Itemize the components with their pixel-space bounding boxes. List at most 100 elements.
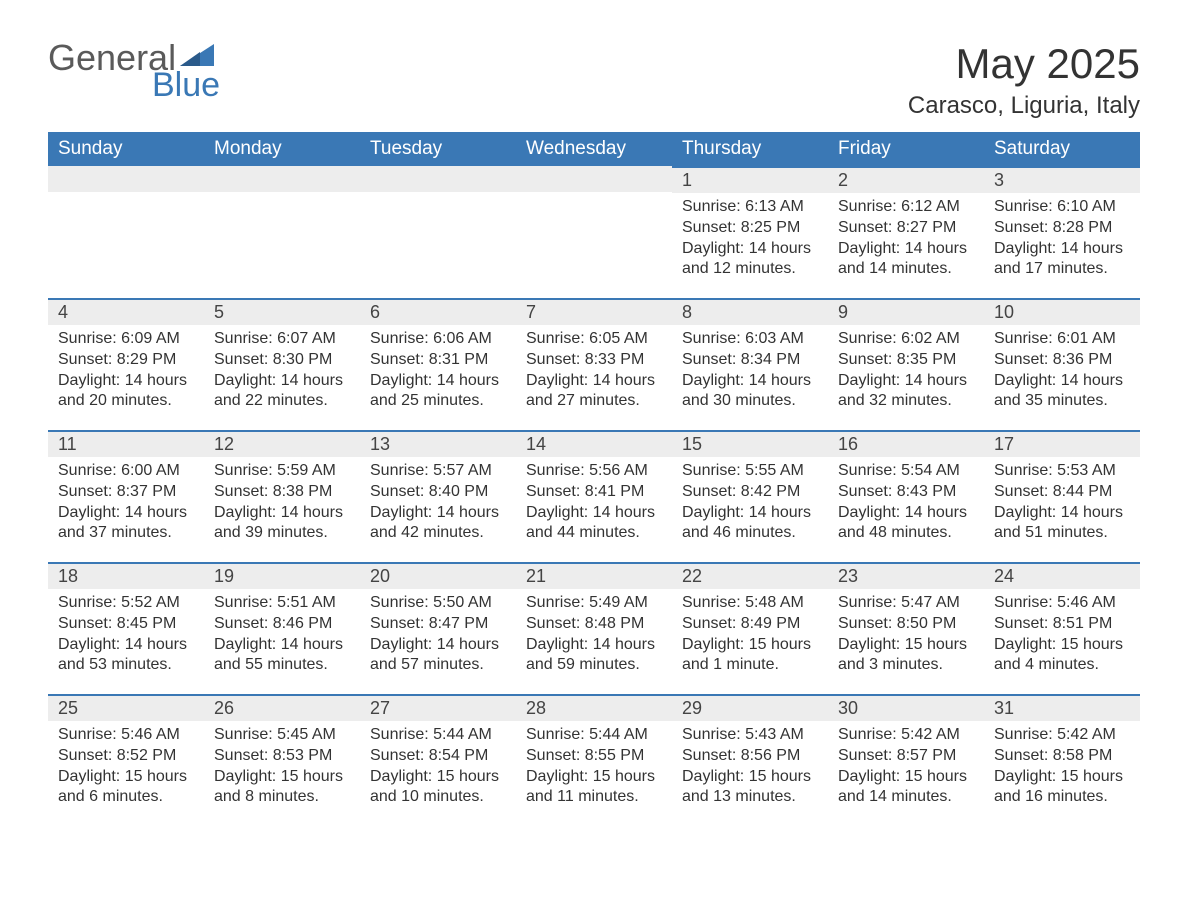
calendar-week-row: 11Sunrise: 6:00 AMSunset: 8:37 PMDayligh… — [48, 430, 1140, 562]
sunrise-line: Sunrise: 5:42 AM — [838, 725, 974, 746]
sunset-line: Sunset: 8:45 PM — [58, 614, 194, 635]
day-body: Sunrise: 5:57 AMSunset: 8:40 PMDaylight:… — [360, 457, 516, 552]
empty-daynum — [360, 166, 516, 192]
calendar-week-row: 25Sunrise: 5:46 AMSunset: 8:52 PMDayligh… — [48, 694, 1140, 826]
calendar-cell: 28Sunrise: 5:44 AMSunset: 8:55 PMDayligh… — [516, 694, 672, 826]
day-body: Sunrise: 5:48 AMSunset: 8:49 PMDaylight:… — [672, 589, 828, 684]
day-body: Sunrise: 6:07 AMSunset: 8:30 PMDaylight:… — [204, 325, 360, 420]
daylight-line: Daylight: 14 hours and 27 minutes. — [526, 371, 662, 413]
sunrise-line: Sunrise: 6:02 AM — [838, 329, 974, 350]
calendar-cell: 11Sunrise: 6:00 AMSunset: 8:37 PMDayligh… — [48, 430, 204, 562]
header: General Blue May 2025 Carasco, Liguria, … — [48, 40, 1140, 120]
sunset-line: Sunset: 8:51 PM — [994, 614, 1130, 635]
day-body: Sunrise: 5:52 AMSunset: 8:45 PMDaylight:… — [48, 589, 204, 684]
sunset-line: Sunset: 8:35 PM — [838, 350, 974, 371]
day-body: Sunrise: 6:13 AMSunset: 8:25 PMDaylight:… — [672, 193, 828, 288]
day-body: Sunrise: 6:12 AMSunset: 8:27 PMDaylight:… — [828, 193, 984, 288]
daylight-line: Daylight: 14 hours and 25 minutes. — [370, 371, 506, 413]
sunset-line: Sunset: 8:42 PM — [682, 482, 818, 503]
calendar-cell: 21Sunrise: 5:49 AMSunset: 8:48 PMDayligh… — [516, 562, 672, 694]
day-body: Sunrise: 5:47 AMSunset: 8:50 PMDaylight:… — [828, 589, 984, 684]
weekday-header: Saturday — [984, 132, 1140, 166]
daylight-line: Daylight: 14 hours and 55 minutes. — [214, 635, 350, 677]
sunrise-line: Sunrise: 5:55 AM — [682, 461, 818, 482]
day-number: 12 — [204, 430, 360, 457]
day-body: Sunrise: 6:06 AMSunset: 8:31 PMDaylight:… — [360, 325, 516, 420]
day-number: 24 — [984, 562, 1140, 589]
empty-daynum — [48, 166, 204, 192]
calendar-cell: 12Sunrise: 5:59 AMSunset: 8:38 PMDayligh… — [204, 430, 360, 562]
logo: General Blue — [48, 40, 220, 102]
day-number: 15 — [672, 430, 828, 457]
logo-text-blue: Blue — [152, 68, 220, 102]
calendar-week-row: 4Sunrise: 6:09 AMSunset: 8:29 PMDaylight… — [48, 298, 1140, 430]
calendar-cell — [516, 166, 672, 298]
daylight-line: Daylight: 14 hours and 48 minutes. — [838, 503, 974, 545]
day-number: 20 — [360, 562, 516, 589]
sunrise-line: Sunrise: 6:13 AM — [682, 197, 818, 218]
sunset-line: Sunset: 8:36 PM — [994, 350, 1130, 371]
sunrise-line: Sunrise: 6:01 AM — [994, 329, 1130, 350]
sunrise-line: Sunrise: 6:10 AM — [994, 197, 1130, 218]
daylight-line: Daylight: 14 hours and 53 minutes. — [58, 635, 194, 677]
day-number: 23 — [828, 562, 984, 589]
location-subtitle: Carasco, Liguria, Italy — [908, 92, 1140, 120]
sunset-line: Sunset: 8:54 PM — [370, 746, 506, 767]
page-title: May 2025 — [908, 40, 1140, 88]
day-number: 13 — [360, 430, 516, 457]
day-number: 21 — [516, 562, 672, 589]
calendar-week-row: 18Sunrise: 5:52 AMSunset: 8:45 PMDayligh… — [48, 562, 1140, 694]
day-body: Sunrise: 5:42 AMSunset: 8:57 PMDaylight:… — [828, 721, 984, 816]
daylight-line: Daylight: 15 hours and 11 minutes. — [526, 767, 662, 809]
sunset-line: Sunset: 8:56 PM — [682, 746, 818, 767]
day-number: 27 — [360, 694, 516, 721]
sunrise-line: Sunrise: 5:59 AM — [214, 461, 350, 482]
calendar-cell: 20Sunrise: 5:50 AMSunset: 8:47 PMDayligh… — [360, 562, 516, 694]
day-number: 28 — [516, 694, 672, 721]
day-number: 14 — [516, 430, 672, 457]
daylight-line: Daylight: 14 hours and 57 minutes. — [370, 635, 506, 677]
sunset-line: Sunset: 8:28 PM — [994, 218, 1130, 239]
daylight-line: Daylight: 14 hours and 20 minutes. — [58, 371, 194, 413]
day-body: Sunrise: 5:51 AMSunset: 8:46 PMDaylight:… — [204, 589, 360, 684]
calendar-cell: 18Sunrise: 5:52 AMSunset: 8:45 PMDayligh… — [48, 562, 204, 694]
weekday-header: Wednesday — [516, 132, 672, 166]
day-body: Sunrise: 5:49 AMSunset: 8:48 PMDaylight:… — [516, 589, 672, 684]
sunrise-line: Sunrise: 5:52 AM — [58, 593, 194, 614]
calendar-cell: 16Sunrise: 5:54 AMSunset: 8:43 PMDayligh… — [828, 430, 984, 562]
day-body: Sunrise: 6:05 AMSunset: 8:33 PMDaylight:… — [516, 325, 672, 420]
day-body: Sunrise: 5:53 AMSunset: 8:44 PMDaylight:… — [984, 457, 1140, 552]
weekday-header-row: SundayMondayTuesdayWednesdayThursdayFrid… — [48, 132, 1140, 166]
calendar-cell: 2Sunrise: 6:12 AMSunset: 8:27 PMDaylight… — [828, 166, 984, 298]
day-body: Sunrise: 5:42 AMSunset: 8:58 PMDaylight:… — [984, 721, 1140, 816]
sunset-line: Sunset: 8:40 PM — [370, 482, 506, 503]
sunset-line: Sunset: 8:41 PM — [526, 482, 662, 503]
sunset-line: Sunset: 8:46 PM — [214, 614, 350, 635]
calendar-cell: 6Sunrise: 6:06 AMSunset: 8:31 PMDaylight… — [360, 298, 516, 430]
calendar-cell: 14Sunrise: 5:56 AMSunset: 8:41 PMDayligh… — [516, 430, 672, 562]
day-body: Sunrise: 6:02 AMSunset: 8:35 PMDaylight:… — [828, 325, 984, 420]
daylight-line: Daylight: 14 hours and 51 minutes. — [994, 503, 1130, 545]
day-body: Sunrise: 5:45 AMSunset: 8:53 PMDaylight:… — [204, 721, 360, 816]
sunset-line: Sunset: 8:43 PM — [838, 482, 974, 503]
sunset-line: Sunset: 8:58 PM — [994, 746, 1130, 767]
sunset-line: Sunset: 8:31 PM — [370, 350, 506, 371]
sunset-line: Sunset: 8:57 PM — [838, 746, 974, 767]
sunrise-line: Sunrise: 6:03 AM — [682, 329, 818, 350]
calendar-cell: 30Sunrise: 5:42 AMSunset: 8:57 PMDayligh… — [828, 694, 984, 826]
daylight-line: Daylight: 14 hours and 42 minutes. — [370, 503, 506, 545]
calendar-cell: 10Sunrise: 6:01 AMSunset: 8:36 PMDayligh… — [984, 298, 1140, 430]
sunset-line: Sunset: 8:48 PM — [526, 614, 662, 635]
calendar-cell: 1Sunrise: 6:13 AMSunset: 8:25 PMDaylight… — [672, 166, 828, 298]
calendar-cell: 22Sunrise: 5:48 AMSunset: 8:49 PMDayligh… — [672, 562, 828, 694]
calendar-cell — [48, 166, 204, 298]
weekday-header: Monday — [204, 132, 360, 166]
sunrise-line: Sunrise: 5:53 AM — [994, 461, 1130, 482]
day-number: 4 — [48, 298, 204, 325]
sunrise-line: Sunrise: 5:44 AM — [526, 725, 662, 746]
day-body: Sunrise: 6:00 AMSunset: 8:37 PMDaylight:… — [48, 457, 204, 552]
day-number: 29 — [672, 694, 828, 721]
day-body: Sunrise: 6:09 AMSunset: 8:29 PMDaylight:… — [48, 325, 204, 420]
day-body: Sunrise: 6:01 AMSunset: 8:36 PMDaylight:… — [984, 325, 1140, 420]
daylight-line: Daylight: 14 hours and 17 minutes. — [994, 239, 1130, 281]
